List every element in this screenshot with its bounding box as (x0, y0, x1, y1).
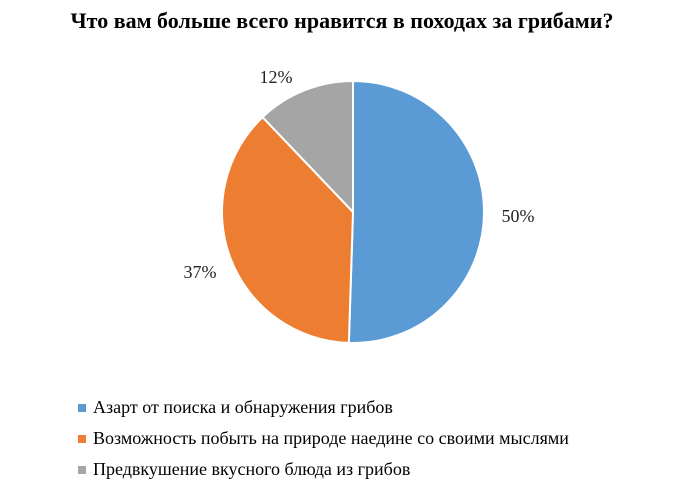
legend-item-2: Возможность побыть на природе наедине со… (78, 423, 569, 454)
pie-slice-1 (347, 79, 485, 344)
pie-slice-3 (261, 79, 354, 215)
slice-label-2: 37% (184, 262, 217, 282)
legend-label: Предвкушение вкусного блюда из грибов (93, 459, 411, 479)
legend-label: Возможность побыть на природе наедине со… (93, 428, 569, 448)
chart-title: Что вам больше всего нравится в походах … (70, 8, 614, 33)
legend-swatch (78, 434, 86, 443)
legend: Азарт от поиска и обнаружения грибов Возм… (78, 392, 569, 485)
legend-swatch (78, 403, 86, 412)
pie-slices (221, 79, 485, 344)
legend-item-1: Азарт от поиска и обнаружения грибов (78, 392, 569, 423)
slice-label-3: 12% (260, 67, 293, 87)
slice-label-1: 50% (502, 206, 535, 226)
pie-slice-2 (221, 115, 355, 344)
pie-labels: 50% 37% 12% (184, 67, 535, 282)
legend-label: Азарт от поиска и обнаружения грибов (93, 397, 393, 417)
legend-item-3: Предвкушение вкусного блюда из грибов (78, 454, 569, 485)
legend-swatch (78, 465, 86, 474)
